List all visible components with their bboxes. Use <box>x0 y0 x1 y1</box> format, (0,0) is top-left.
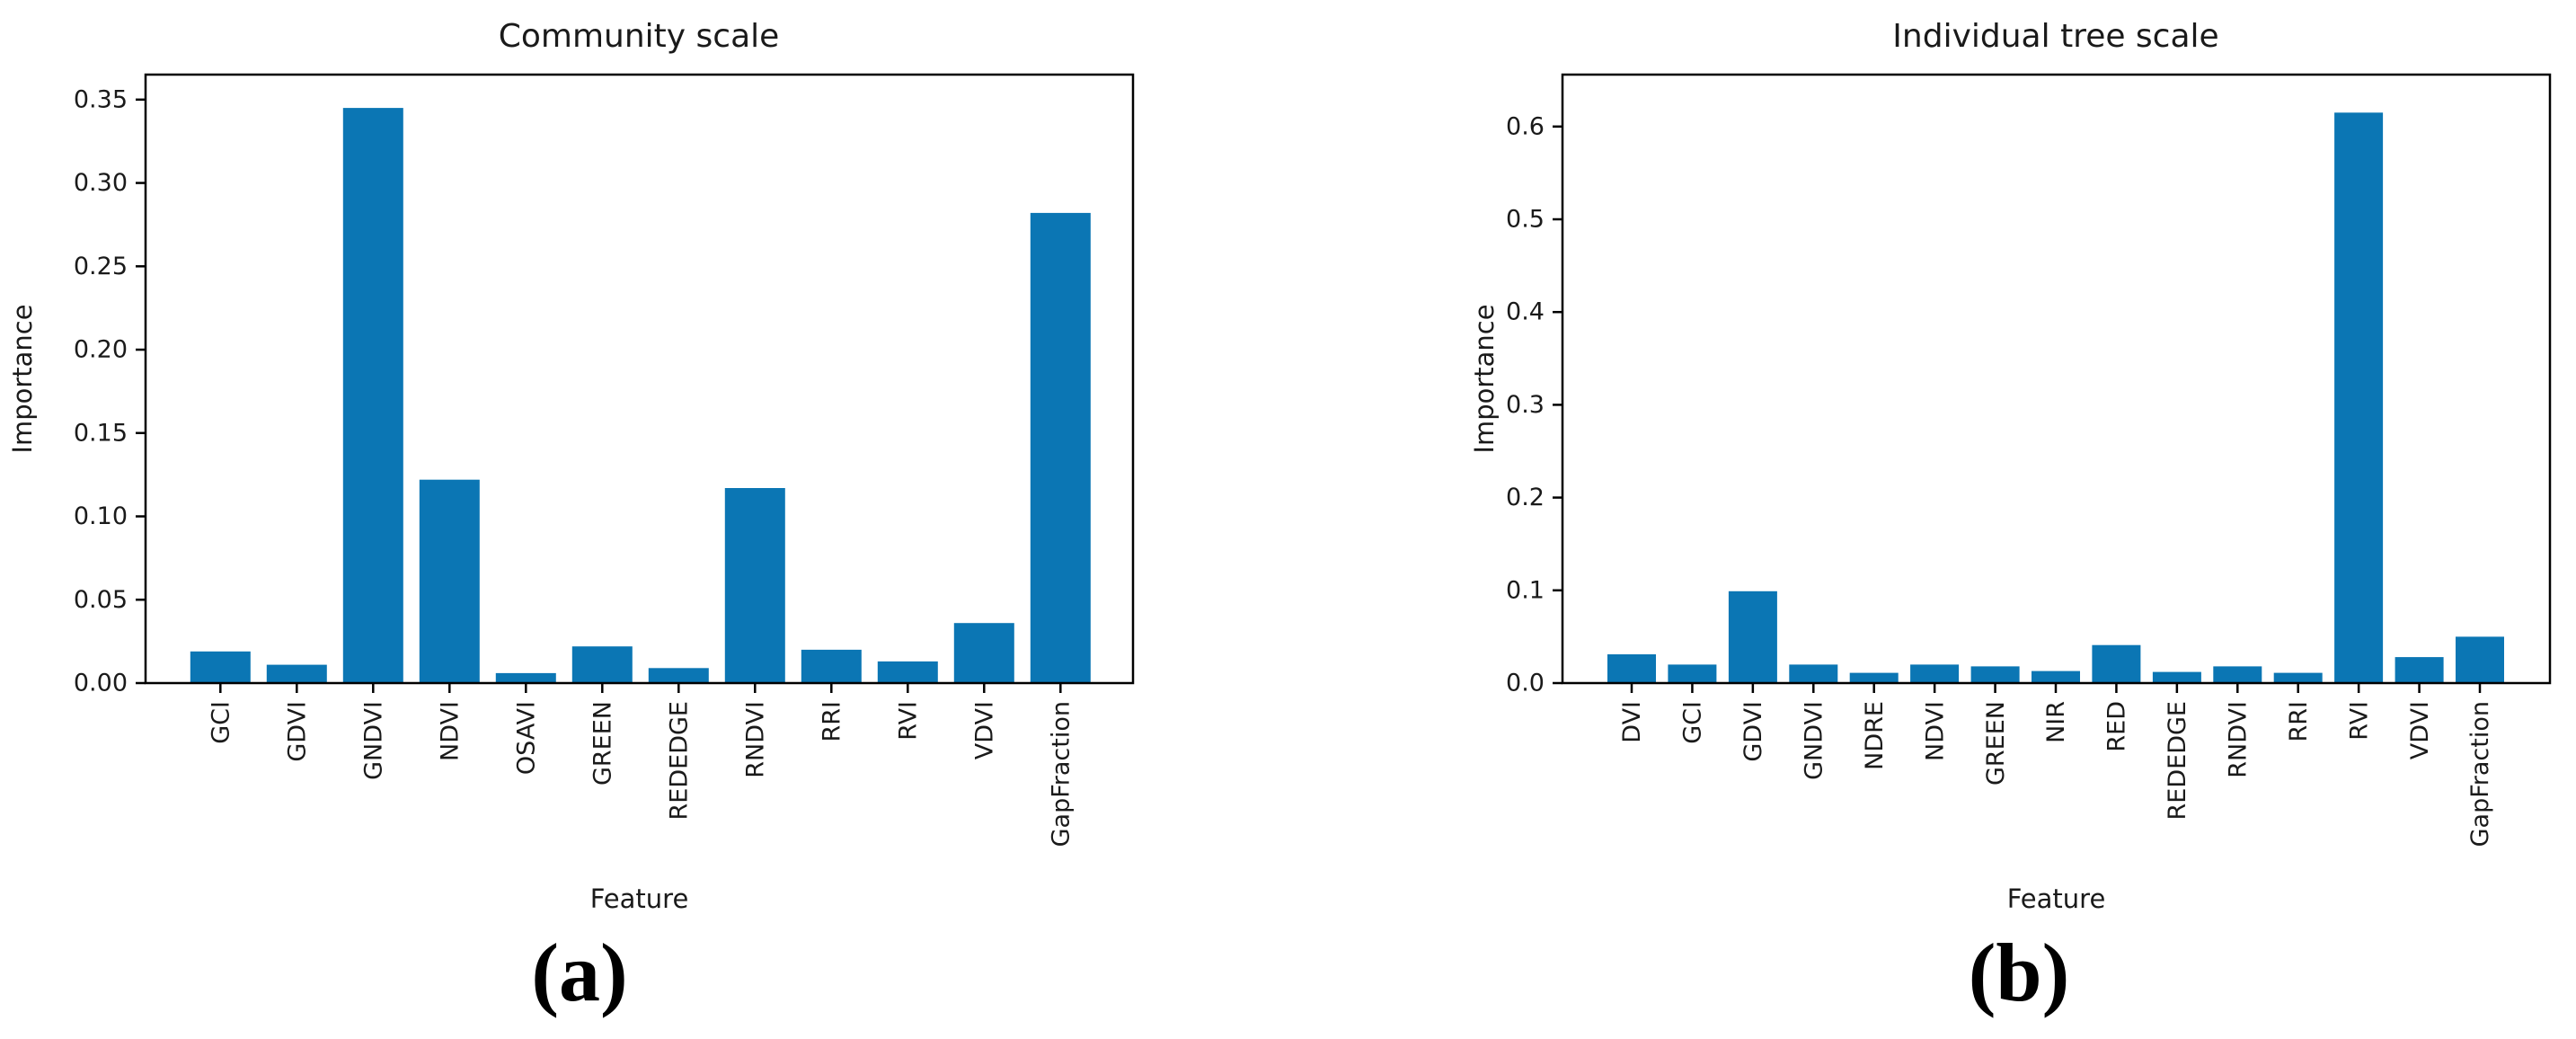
individual-tree-scale-chart: 0.0 0.1 0.2 0.3 0.4 0.5 0.6 DVI GCI GDVI GNDVI NDRE… <box>1469 18 2552 914</box>
y-tick-label: 0.35 <box>74 85 128 113</box>
x-tick-label-VDVI: VDVI <box>970 701 998 759</box>
bar-RNDVI <box>2213 666 2262 683</box>
chart-title: Individual tree scale <box>1892 18 2218 55</box>
y-tick-label: 0.30 <box>74 169 128 197</box>
x-tick-label-RVI: RVI <box>2345 701 2373 741</box>
x-tick-label-GREEN: GREEN <box>589 701 616 786</box>
bar-GNDVI <box>1789 664 1838 683</box>
bar-NDVI <box>419 479 480 683</box>
bar-GapFraction <box>2456 636 2504 683</box>
bar-GapFraction <box>1030 212 1091 683</box>
x-tick-label-GapFraction: GapFraction <box>1047 701 1075 847</box>
y-tick-label: 0.20 <box>74 336 128 364</box>
axes-frame <box>1561 73 2552 685</box>
x-tick-label-GDVI: GDVI <box>283 701 311 762</box>
y-tick-label: 0.00 <box>74 670 128 697</box>
x-tick-label-RED: RED <box>2103 701 2131 752</box>
subfigure-caption-b: (b) <box>1968 927 2070 1018</box>
bar-REDEDGE <box>2152 671 2201 683</box>
bar-GREEN <box>571 646 633 683</box>
bar-NDVI <box>1910 664 1960 683</box>
x-tick-label-REDEDGE: REDEDGE <box>665 701 693 820</box>
bar-VDVI <box>2395 657 2444 683</box>
x-tick-label-GDVI: GDVI <box>1739 701 1767 762</box>
y-tick-label: 0.1 <box>1506 576 1545 604</box>
x-tick-label-NDVI: NDVI <box>1921 701 1949 761</box>
y-tick-label: 0.5 <box>1506 205 1545 233</box>
bar-RVI <box>2334 112 2384 684</box>
bar-RVI <box>877 661 938 683</box>
bar-OSAVI <box>495 672 556 683</box>
y-tick-label: 0.15 <box>74 419 128 447</box>
x-tick-label-NDRE: NDRE <box>1861 701 1889 770</box>
x-axis-label: Feature <box>590 884 689 914</box>
y-tick-label: 0.4 <box>1506 298 1545 326</box>
y-axis-label: Importance <box>1469 304 1500 453</box>
subfigure-caption-a: (a) <box>531 927 628 1018</box>
x-tick-label-GCI: GCI <box>207 701 235 744</box>
bar-GREEN <box>1970 666 2020 683</box>
x-tick-label-RNDVI: RNDVI <box>2224 701 2252 778</box>
y-tick-label: 0.6 <box>1506 112 1545 140</box>
y-tick-label: 0.3 <box>1506 391 1545 419</box>
bar-RED <box>2092 644 2141 683</box>
bar-NDRE <box>1849 672 1899 683</box>
y-tick-label: 0.05 <box>74 586 128 614</box>
axes-frame <box>144 73 1135 685</box>
x-tick-label-RVI: RVI <box>894 701 922 741</box>
bar-REDEDGE <box>648 668 709 683</box>
x-tick-label-GNDVI: GNDVI <box>359 701 387 780</box>
x-tick-label-GREEN: GREEN <box>1982 701 2010 786</box>
bar-GDVI <box>1728 591 1777 683</box>
y-tick-label: 0.10 <box>74 502 128 530</box>
bar-NIR <box>2032 670 2080 683</box>
chart-title: Community scale <box>499 18 780 55</box>
bar-RNDVI <box>724 488 785 683</box>
x-tick-label-RRI: RRI <box>818 701 845 742</box>
x-tick-label-GapFraction: GapFraction <box>2466 701 2494 847</box>
y-tick-label: 0.0 <box>1506 670 1545 697</box>
x-tick-label-GNDVI: GNDVI <box>1800 701 1828 780</box>
x-axis-label: Feature <box>2007 884 2106 914</box>
bar-RRI <box>2273 672 2323 683</box>
bar-DVI <box>1607 654 1656 683</box>
x-tick-label-RRI: RRI <box>2285 701 2313 742</box>
x-tick-label-GCI: GCI <box>1679 701 1707 744</box>
x-tick-label-OSAVI: OSAVI <box>512 701 540 775</box>
y-tick-label: 0.2 <box>1506 484 1545 511</box>
x-tick-label-VDVI: VDVI <box>2406 701 2434 759</box>
bar-GCI <box>1668 664 1717 683</box>
y-axis-label: Importance <box>7 304 38 453</box>
bar-RRI <box>801 649 862 683</box>
x-tick-label-DVI: DVI <box>1618 701 1646 743</box>
x-tick-label-NDVI: NDVI <box>436 701 464 761</box>
community-scale-chart: 0.00 0.05 0.10 0.15 0.20 0.25 0.30 0.35 GCI GDVI G… <box>7 18 1135 914</box>
bar-GCI <box>190 651 251 683</box>
x-tick-label-RNDVI: RNDVI <box>741 701 769 778</box>
bar-VDVI <box>953 623 1014 683</box>
x-tick-label-NIR: NIR <box>2042 701 2070 743</box>
y-tick-label: 0.25 <box>74 253 128 280</box>
bar-GNDVI <box>342 108 403 684</box>
x-tick-label-REDEDGE: REDEDGE <box>2164 701 2191 820</box>
bar-GDVI <box>266 664 327 683</box>
